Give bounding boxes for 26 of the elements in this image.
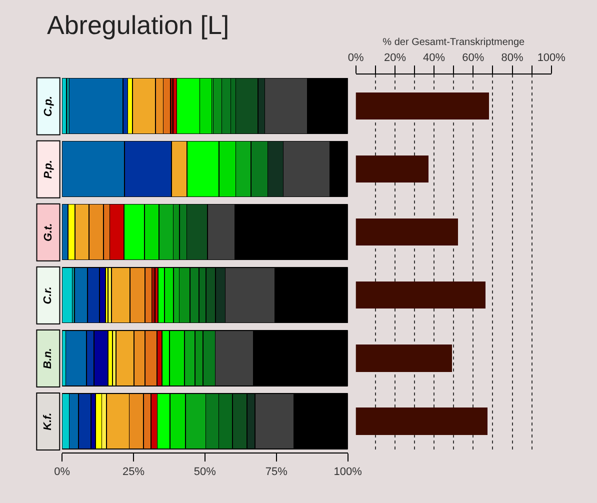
- bar: [356, 155, 429, 183]
- x-tick-label: 60%: [462, 52, 484, 64]
- x-tick-label: 80%: [501, 52, 524, 64]
- x-tick-label: 20%: [384, 52, 406, 64]
- x-tick-label: 100%: [537, 52, 566, 64]
- y-tick-label: P.p.: [42, 160, 54, 179]
- x-tick-label: 0%: [54, 466, 70, 478]
- y-tick-label: K.f.: [42, 412, 54, 430]
- x-axis-title: % der Gesamt-Transkriptmenge: [382, 37, 526, 48]
- y-tick-label: C.p.: [42, 96, 54, 117]
- x-tick-label: 50%: [194, 466, 216, 478]
- y-tick-label: B.n.: [42, 348, 54, 369]
- bar: [356, 408, 488, 435]
- x-tick-label: 100%: [334, 466, 362, 478]
- bar: [356, 344, 452, 372]
- bar: [68, 78, 124, 134]
- x-tick-label: 40%: [423, 52, 446, 64]
- x-tick-label: 0%: [348, 52, 364, 64]
- x-tick-label: 25%: [122, 466, 145, 478]
- bar: [356, 92, 490, 120]
- bar: [356, 281, 486, 309]
- bar: [356, 218, 458, 246]
- x-tick-label: 75%: [265, 466, 288, 478]
- chart-title: Abregulation [L]: [47, 10, 230, 40]
- y-tick-label: C.r.: [42, 286, 54, 304]
- y-tick-label: G.t.: [42, 223, 54, 242]
